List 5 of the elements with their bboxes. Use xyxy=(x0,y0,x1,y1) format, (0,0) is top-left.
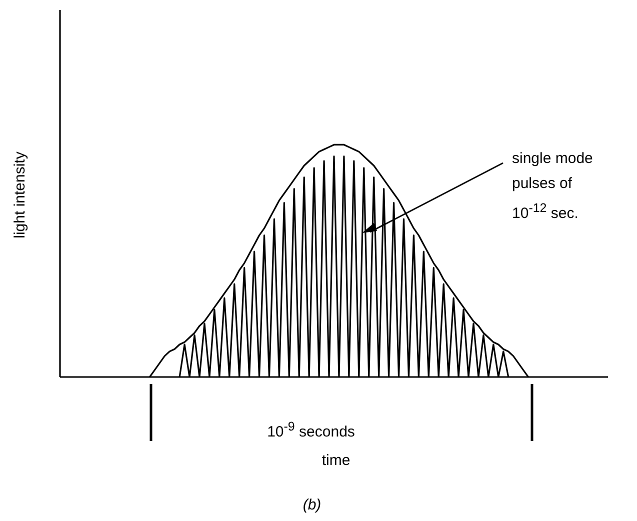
text: (b) xyxy=(302,496,322,514)
text: 10$^{-9}$ seconds xyxy=(267,420,355,440)
annotation: single mode pulses of 10$^{-12}$ sec. xyxy=(512,149,594,224)
x-axis-title: time xyxy=(322,452,350,469)
y-axis-title: light intensity xyxy=(12,152,28,238)
